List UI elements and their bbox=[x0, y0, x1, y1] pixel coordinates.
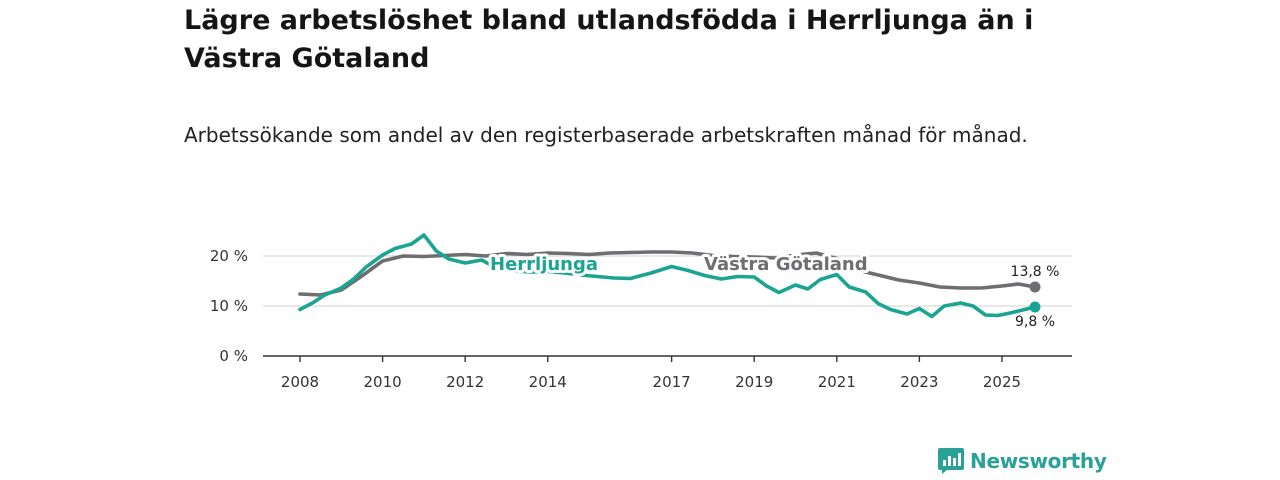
newsworthy-logo-icon bbox=[938, 448, 964, 474]
x-tick-label: 2012 bbox=[446, 373, 484, 391]
vastra-gotaland-series-label: Västra Götaland bbox=[704, 254, 868, 275]
brand-name: Newsworthy bbox=[970, 449, 1107, 473]
y-tick-label: 10 % bbox=[210, 297, 248, 315]
x-tick-label: 2019 bbox=[735, 373, 773, 391]
x-tick-label: 2023 bbox=[900, 373, 938, 391]
x-tick-label: 2010 bbox=[363, 373, 401, 391]
x-tick-label: 2025 bbox=[983, 373, 1021, 391]
newsworthy-logo: Newsworthy bbox=[938, 448, 1107, 474]
series-labels: Västra Götaland Herrljunga 13,8 % 9,8 % bbox=[487, 251, 1060, 330]
vastra-gotaland-end-dot bbox=[1029, 281, 1041, 293]
x-tick-label: 2008 bbox=[281, 373, 319, 391]
y-tick-label: 0 % bbox=[219, 347, 248, 365]
herrljunga-end-dot bbox=[1029, 301, 1041, 313]
gridlines bbox=[263, 255, 1072, 307]
x-tick-label: 2017 bbox=[653, 373, 691, 391]
herrljunga-series-label: Herrljunga bbox=[490, 254, 598, 275]
series-lines bbox=[298, 233, 1041, 319]
herrljunga-line bbox=[298, 233, 1037, 319]
chart-title: Lägre arbetslöshet bland utlandsfödda i … bbox=[184, 5, 1034, 74]
vastra-gotaland-end-value-label: 13,8 % bbox=[1011, 264, 1060, 280]
x-tick-label: 2014 bbox=[529, 373, 567, 391]
herrljunga-end-value-label: 9,8 % bbox=[1015, 314, 1055, 330]
y-tick-label: 20 % bbox=[210, 247, 248, 265]
axes: 0 % 10 % 20 % 2008 2010 2012 2014 2017 2019 2021 2… bbox=[210, 247, 1072, 391]
chart-subtitle: Arbetssökande som andel av den registerb… bbox=[184, 123, 1028, 147]
x-tick-label: 2021 bbox=[818, 373, 856, 391]
vastra-gotaland-line bbox=[298, 250, 1037, 297]
